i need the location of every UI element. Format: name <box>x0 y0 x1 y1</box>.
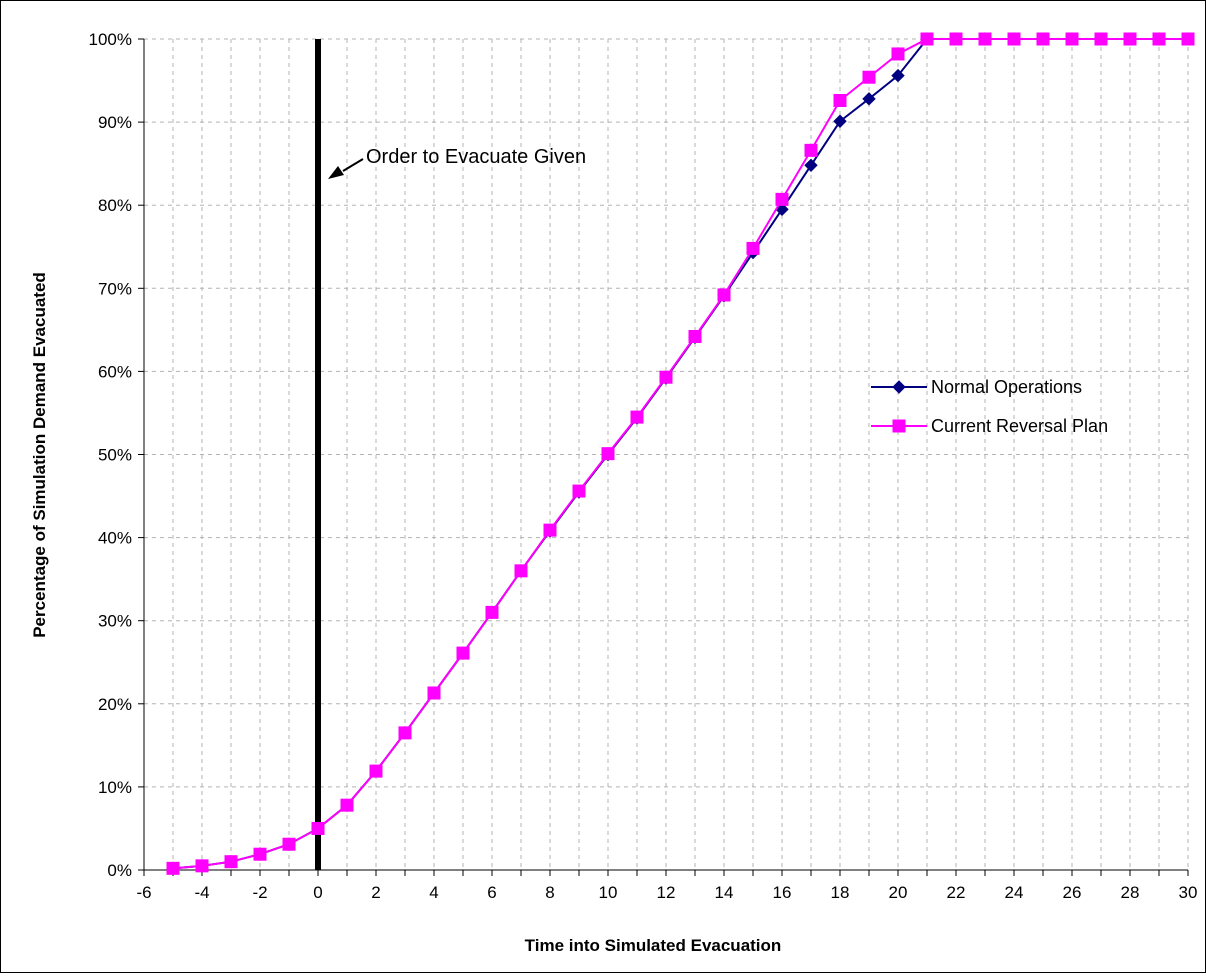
axes <box>138 38 1189 876</box>
x-axis-title: Time into Simulated Evacuation <box>525 936 782 955</box>
data-point <box>833 114 847 128</box>
x-tick-label: 6 <box>487 883 496 902</box>
data-point <box>659 370 673 384</box>
data-point <box>311 821 325 835</box>
data-point <box>195 859 209 873</box>
event-marker: Order to Evacuate Given <box>315 39 586 870</box>
data-point <box>398 726 412 740</box>
data-point <box>1007 32 1021 46</box>
data-point <box>804 158 818 173</box>
y-tick-label: 80% <box>98 196 132 215</box>
legend-marker <box>892 419 906 433</box>
data-point <box>688 329 702 343</box>
tick-labels: 0% 10% 20% 30% 40% 50% 60% 70% 80% 90% 100% -6 -4 -2 0… <box>89 30 1198 902</box>
x-tick-label: 0 <box>313 883 322 902</box>
x-tick-label: -6 <box>136 883 151 902</box>
data-point <box>833 93 847 107</box>
y-tick-label: 30% <box>98 612 132 631</box>
data-point <box>543 523 557 537</box>
grid-lines <box>144 38 1189 870</box>
legend-label: Normal Operations <box>931 377 1082 397</box>
annotation-order-to-evacuate: Order to Evacuate Given <box>366 146 586 168</box>
x-tick-label: 30 <box>1179 883 1198 902</box>
data-point <box>456 646 470 660</box>
legend: Normal Operations Current Reversal Plan <box>871 377 1108 436</box>
legend-item: Current Reversal Plan <box>871 416 1108 436</box>
annotation-arrow-head <box>328 166 344 179</box>
x-tick-label: 22 <box>947 883 966 902</box>
data-point <box>862 70 876 84</box>
data-point <box>427 686 441 700</box>
y-axis-title: Percentage of Simulation Demand Evacuate… <box>30 272 49 638</box>
data-point <box>920 32 934 46</box>
x-tick-label: 24 <box>1005 883 1024 902</box>
x-tick-label: 4 <box>429 883 438 902</box>
data-point <box>601 447 615 461</box>
data-point <box>978 32 992 46</box>
x-tick-label: -4 <box>194 883 209 902</box>
data-point <box>891 47 905 61</box>
legend-item: Normal Operations <box>871 377 1082 397</box>
series-normal-operations <box>166 32 1195 876</box>
y-tick-label: 100% <box>89 30 132 49</box>
y-tick-label: 0% <box>107 861 132 880</box>
data-point <box>224 855 238 869</box>
data-point <box>1036 32 1050 46</box>
y-tick-label: 40% <box>98 529 132 548</box>
legend-marker <box>892 380 906 394</box>
data-point <box>166 861 180 875</box>
data-point <box>282 837 296 851</box>
series-line <box>172 38 1188 870</box>
x-tick-label: 18 <box>831 883 850 902</box>
y-tick-label: 70% <box>98 279 132 298</box>
x-tick-label: 12 <box>657 883 676 902</box>
x-tick-label: 26 <box>1063 883 1082 902</box>
data-point <box>514 564 528 578</box>
annotation-arrow-shaft <box>342 158 364 172</box>
x-tick-label: -2 <box>252 883 267 902</box>
y-tick-label: 50% <box>98 446 132 465</box>
x-tick-label: 14 <box>715 883 734 902</box>
data-point <box>340 798 354 812</box>
x-tick-label: 10 <box>599 883 618 902</box>
y-tick-label: 90% <box>98 113 132 132</box>
data-point <box>630 410 644 424</box>
legend-label: Current Reversal Plan <box>931 416 1108 436</box>
x-tick-label: 28 <box>1121 883 1140 902</box>
y-tick-label: 60% <box>98 362 132 381</box>
data-point <box>1152 32 1166 46</box>
data-point <box>369 764 383 778</box>
data-point <box>1065 32 1079 46</box>
y-tick-label: 10% <box>98 778 132 797</box>
data-point <box>746 241 760 255</box>
data-series <box>166 32 1195 876</box>
series-current-reversal-plan <box>166 32 1195 875</box>
x-tick-label: 20 <box>889 883 908 902</box>
data-point <box>485 605 499 619</box>
x-tick-label: 16 <box>773 883 792 902</box>
data-point <box>1181 32 1195 46</box>
data-point <box>253 847 267 861</box>
data-point <box>1094 32 1108 46</box>
data-point <box>1123 32 1137 46</box>
data-point <box>717 288 731 302</box>
series-line <box>172 38 1188 870</box>
data-point <box>949 32 963 46</box>
x-tick-label: 2 <box>371 883 380 902</box>
data-point <box>891 68 905 83</box>
y-tick-label: 20% <box>98 695 132 714</box>
data-point <box>804 143 818 157</box>
data-point <box>862 92 876 106</box>
x-tick-label: 8 <box>545 883 554 902</box>
data-point <box>775 192 789 206</box>
data-point <box>572 484 586 498</box>
